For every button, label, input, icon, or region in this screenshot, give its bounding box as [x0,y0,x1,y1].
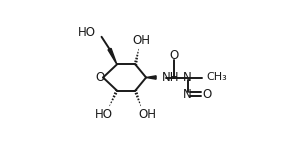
Text: N: N [183,88,192,101]
Text: HO: HO [78,26,96,39]
Text: O: O [169,49,178,62]
Text: O: O [202,88,211,101]
Text: NH: NH [162,71,179,84]
Polygon shape [108,48,117,64]
Text: OH: OH [138,108,156,121]
Text: O: O [95,71,104,84]
Text: OH: OH [133,34,151,47]
Text: N: N [183,71,192,84]
Text: CH₃: CH₃ [206,73,227,82]
Text: HO: HO [95,108,113,121]
Polygon shape [146,76,156,79]
